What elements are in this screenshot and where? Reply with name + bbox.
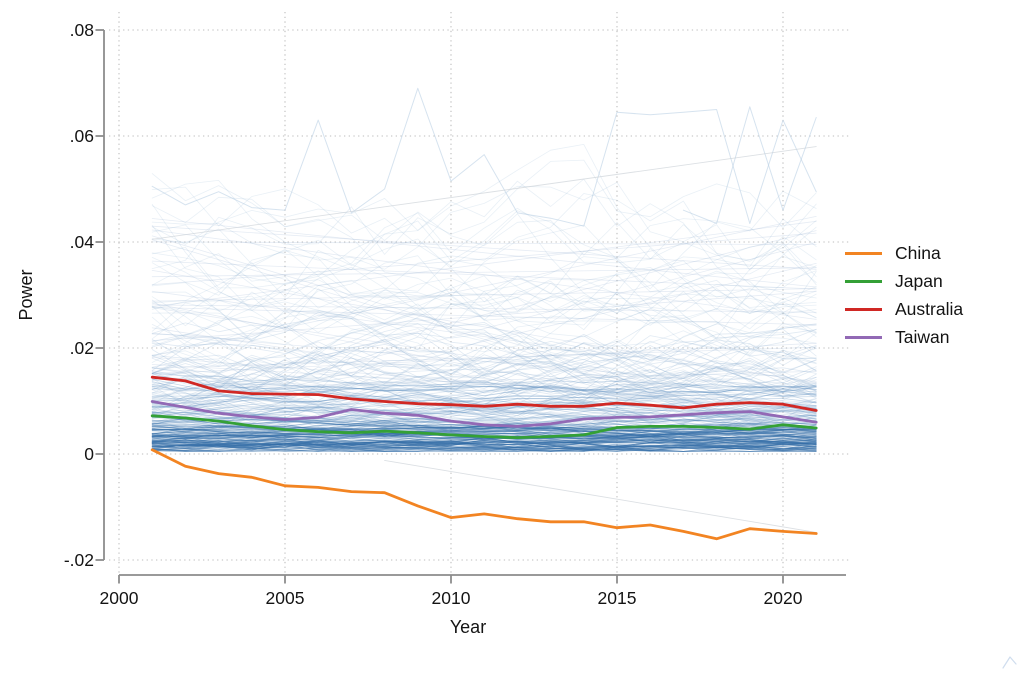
legend-label: China <box>895 242 941 263</box>
x-tick-label: 2015 <box>597 588 637 608</box>
series-japan <box>150 414 818 440</box>
x-tick-label: 2005 <box>265 588 305 608</box>
y-tick-label: .04 <box>69 232 94 252</box>
y-tick-label: 0 <box>84 444 94 464</box>
taiwan-line-swatch <box>845 335 882 339</box>
x-tick-label: 2020 <box>763 588 803 608</box>
series-australia <box>150 375 818 412</box>
legend-label: Australia <box>895 298 964 319</box>
gridlines <box>109 12 849 575</box>
legend-item-japan: Japan <box>845 267 963 295</box>
australia-line-swatch <box>845 307 882 311</box>
legend-item-china: China <box>845 239 963 267</box>
legend-label: Taiwan <box>895 326 950 347</box>
china-line-swatch <box>845 251 882 255</box>
series-taiwan <box>150 400 818 428</box>
y-tick-label: .02 <box>69 338 94 358</box>
artifact-mark <box>1002 656 1017 669</box>
x-tick-label: 2000 <box>99 588 139 608</box>
legend-item-taiwan: Taiwan <box>845 323 963 351</box>
y-tick-label: .08 <box>69 20 94 40</box>
y-axis-title: Power <box>16 269 36 321</box>
legend: China Japan Australia Taiwan <box>845 239 963 351</box>
x-tick-label: 2010 <box>431 588 471 608</box>
legend-label: Japan <box>895 270 943 291</box>
y-tick-label: -.02 <box>63 550 94 570</box>
background-series <box>151 87 817 533</box>
y-tick-label: .06 <box>69 126 94 146</box>
x-axis-title: Year <box>449 617 487 637</box>
series-china <box>150 448 818 541</box>
legend-item-australia: Australia <box>845 295 963 323</box>
japan-line-swatch <box>845 279 882 283</box>
axes <box>95 29 846 584</box>
